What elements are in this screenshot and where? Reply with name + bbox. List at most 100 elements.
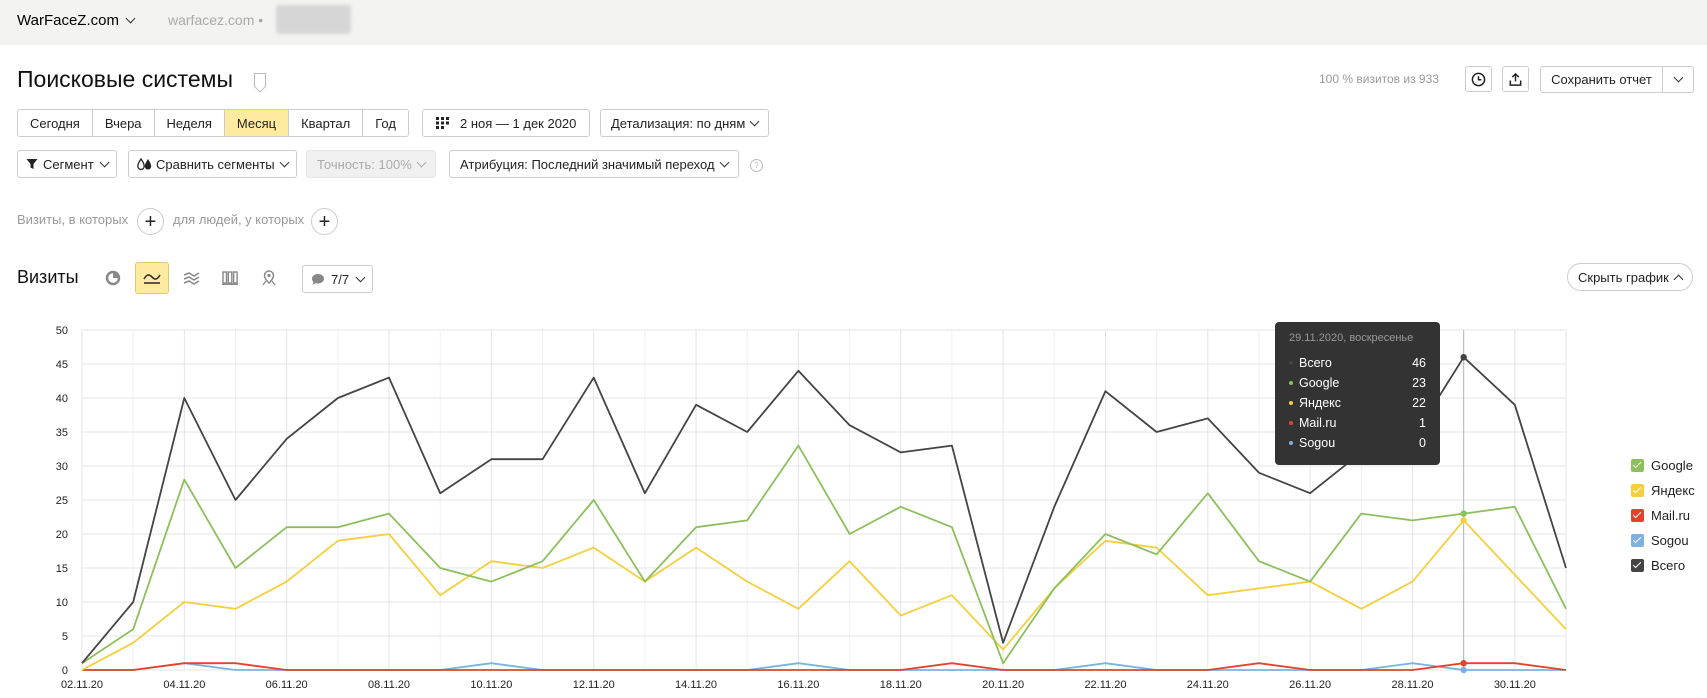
x-tick-label: 04.11.20 (163, 679, 205, 691)
x-tick-label: 30.11.20 (1494, 679, 1536, 691)
detail-label: Детализация: по дням (611, 115, 746, 131)
chart-type-pie[interactable] (96, 262, 130, 294)
detail-dropdown[interactable]: Детализация: по дням (600, 109, 770, 137)
tooltip-series-dot (1289, 421, 1293, 425)
legend-item[interactable]: Mail.ru (1631, 503, 1695, 528)
tooltip-series-dot (1289, 361, 1293, 365)
redacted-counter-id (276, 5, 351, 34)
save-options-button[interactable] (1662, 66, 1694, 93)
save-report-button[interactable]: Сохранить отчет (1540, 66, 1663, 93)
x-tick-label: 24.11.20 (1187, 679, 1229, 691)
series-point-2 (1460, 510, 1467, 517)
legend-label: Sogou (1651, 533, 1689, 548)
y-tick-label: 50 (56, 325, 68, 337)
legend-label: Всего (1651, 558, 1686, 573)
x-tick-label: 20.11.20 (982, 679, 1024, 691)
history-button[interactable] (1465, 66, 1492, 92)
checkbox-checked-icon (1631, 509, 1644, 522)
tooltip-row: Mail.ru 1 (1289, 413, 1426, 433)
tooltip-series-name: Sogou (1299, 436, 1336, 450)
y-tick-label: 35 (56, 427, 68, 439)
stacked-area-icon (183, 272, 199, 285)
date-range-label: 2 ноя — 1 дек 2020 (460, 115, 577, 131)
annotations-count: 7/7 (331, 271, 350, 287)
clock-icon (1471, 72, 1486, 86)
drops-icon (137, 157, 152, 170)
chart-type-map[interactable] (252, 262, 286, 294)
tooltip-series-value: 22 (1412, 396, 1426, 410)
attribution-dropdown[interactable]: Атрибуция: Последний значимый переход (449, 150, 739, 178)
chevron-up-icon (1673, 274, 1684, 284)
add-visit-condition-button[interactable]: + (137, 208, 164, 235)
hide-chart-button[interactable]: Скрыть график (1567, 263, 1693, 291)
y-tick-label: 10 (56, 597, 68, 609)
x-tick-label: 18.11.20 (880, 679, 922, 691)
y-tick-label: 30 (56, 461, 68, 473)
period-quarter[interactable]: Квартал (289, 110, 364, 136)
x-tick-label: 02.11.20 (61, 679, 103, 691)
tooltip-series-value: 1 (1419, 416, 1426, 430)
chevron-down-icon (279, 157, 290, 167)
chart-type-line[interactable] (135, 262, 169, 294)
legend-item[interactable]: Google (1631, 453, 1695, 478)
y-tick-label: 40 (56, 393, 68, 405)
x-tick-label: 06.11.20 (266, 679, 308, 691)
plus-icon: + (144, 210, 157, 233)
accuracy-label: Точность: 100% (317, 156, 412, 172)
compare-label: Сравнить сегменты (156, 156, 275, 172)
tooltip-series-dot (1289, 401, 1293, 405)
segment-button[interactable]: Сегмент (17, 150, 117, 178)
accuracy-dropdown[interactable]: Точность: 100% (306, 150, 436, 178)
period-yesterday[interactable]: Вчера (92, 110, 155, 136)
period-month[interactable]: Месяц (224, 110, 290, 136)
chart-type-bar[interactable] (213, 262, 247, 294)
period-today[interactable]: Сегодня (18, 110, 93, 136)
series-point-3 (1460, 517, 1467, 524)
legend-item[interactable]: Яндекс (1631, 478, 1695, 503)
series-line-5 (82, 662, 1566, 671)
compare-segments-button[interactable]: Сравнить сегменты (128, 150, 297, 178)
speech-bubble-icon (312, 273, 324, 285)
people-condition-label: для людей, у которых (173, 212, 305, 227)
period-year[interactable]: Год (363, 110, 408, 136)
line-chart-icon (143, 274, 161, 284)
x-tick-label: 12.11.20 (573, 679, 615, 691)
add-people-condition-button[interactable]: + (311, 208, 338, 235)
tooltip-series-name: Всего (1299, 356, 1332, 370)
chart-tooltip: 29.11.2020, воскресенье Всего 46 Google 23 Я… (1275, 322, 1440, 465)
x-tick-label: 10.11.20 (470, 679, 512, 691)
upload-icon (1509, 72, 1522, 86)
site-selector[interactable]: WarFaceZ.com (17, 12, 136, 29)
map-pin-icon (262, 270, 276, 286)
export-button[interactable] (1502, 66, 1529, 92)
page-title: Поисковые системы (17, 66, 233, 92)
tooltip-series-value: 46 (1412, 356, 1426, 370)
help-icon[interactable]: ? (750, 159, 763, 172)
chart-type-area[interactable] (174, 262, 208, 294)
tooltip-date: 29.11.2020, воскресенье (1289, 332, 1414, 344)
series-point-1 (1460, 354, 1467, 361)
annotations-button[interactable]: 7/7 (302, 265, 374, 293)
y-tick-label: 45 (56, 359, 68, 371)
chevron-down-icon (99, 157, 110, 167)
bookmark-icon[interactable] (254, 73, 266, 87)
legend-item[interactable]: Sogou (1631, 528, 1695, 553)
segment-label: Сегмент (43, 156, 94, 172)
legend-item[interactable]: Всего (1631, 553, 1695, 578)
hide-chart-label: Скрыть график (1578, 269, 1669, 285)
series-line-1 (81, 356, 1567, 664)
date-range-button[interactable]: 2 ноя — 1 дек 2020 (422, 109, 591, 137)
tooltip-row: Google 23 (1289, 373, 1426, 393)
y-tick-label: 0 (62, 665, 68, 677)
tooltip-series-name: Яндекс (1299, 396, 1342, 410)
tooltip-series-dot (1289, 381, 1293, 385)
legend-label: Google (1651, 458, 1693, 473)
y-tick-label: 25 (56, 495, 68, 507)
tooltip-row: Яндекс 22 (1289, 393, 1426, 413)
tooltip-series-name: Google (1299, 376, 1340, 390)
period-week[interactable]: Неделя (154, 110, 225, 136)
x-tick-label: 08.11.20 (368, 679, 410, 691)
chevron-down-icon (719, 157, 730, 167)
top-bar: WarFaceZ.com warfacez.com • (0, 0, 1707, 45)
